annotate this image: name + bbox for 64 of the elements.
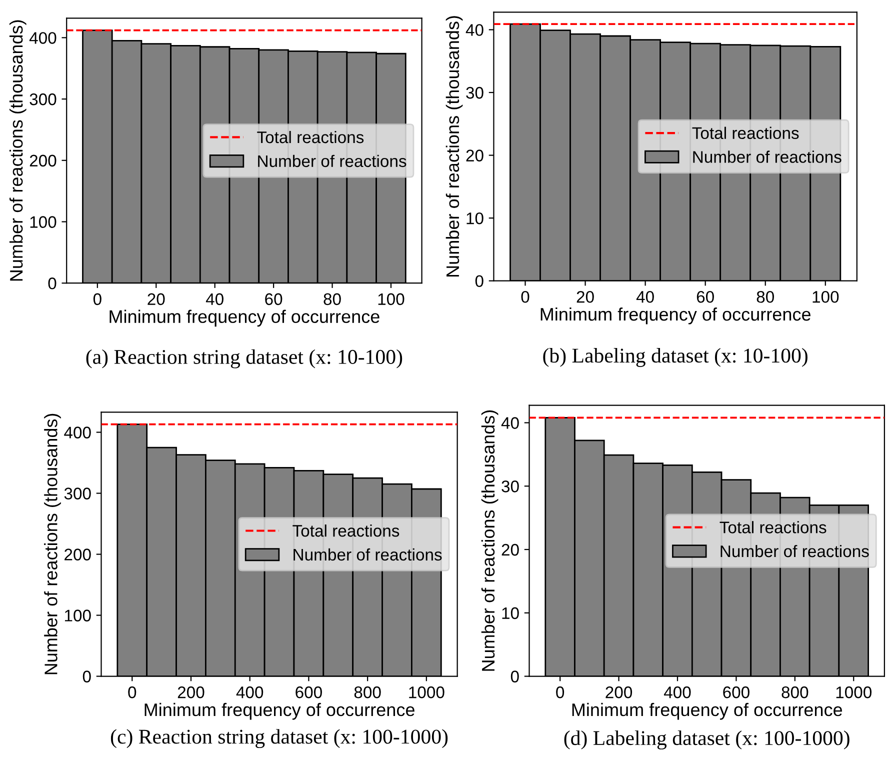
x-tick-label: 20 xyxy=(576,290,594,303)
x-tick-label: 40 xyxy=(636,290,654,303)
legend-label: Total reactions xyxy=(292,524,400,537)
x-tick-label: 20 xyxy=(148,293,165,306)
y-axis-title: Number of reactions (thousands) xyxy=(9,20,26,281)
y-tick-label: 0 xyxy=(48,278,56,290)
y-tick-label: 400 xyxy=(64,426,91,438)
y-axis-title: Number of reactions (thousands) xyxy=(481,410,498,671)
text: (c) Reaction string dataset (x: 100-1000) xyxy=(110,729,448,748)
x-tick-label: 0 xyxy=(521,290,530,303)
x-tick-label: 800 xyxy=(782,686,808,698)
x-tick-label: 60 xyxy=(696,290,714,303)
y-tick-label: 0 xyxy=(82,670,91,682)
x-tick-label: 80 xyxy=(756,290,774,303)
text: (a) Reaction string dataset (x: 10-100) xyxy=(86,349,402,368)
x-axis-title: Minimum frequency of occurrence xyxy=(110,310,380,327)
x-tick-label: 800 xyxy=(354,686,381,698)
x-tick-label: 600 xyxy=(723,686,750,698)
x-tick-label: 40 xyxy=(206,293,224,306)
x-tick-label: 0 xyxy=(128,686,136,698)
y-tick-label: 30 xyxy=(502,480,519,492)
y-tick-label: 10 xyxy=(466,212,484,224)
x-tick-label: 0 xyxy=(93,293,102,306)
y-tick-label: 0 xyxy=(475,275,484,288)
y-tick-label: 10 xyxy=(502,607,519,620)
x-axis-title: Minimum frequency of occurrence xyxy=(540,307,811,324)
y-axis-title: Number of reactions (thousands) xyxy=(446,16,463,276)
y-tick-label: 200 xyxy=(30,154,56,167)
legend-label: Number of reactions xyxy=(693,150,842,163)
legend-label: Number of reactions xyxy=(294,548,442,561)
x-tick-label: 100 xyxy=(812,290,839,303)
y-tick-label: 40 xyxy=(501,417,519,429)
y-tick-label: 100 xyxy=(30,216,56,228)
y-tick-label: 300 xyxy=(30,93,56,106)
x-tick-label: 80 xyxy=(324,293,341,306)
text: (d) Labeling dataset (x: 100-1000) xyxy=(564,730,850,750)
legend-label: Total reactions xyxy=(257,130,364,144)
x-axis-title: Minimum frequency of occurrence xyxy=(144,702,414,720)
x-tick-label: 1000 xyxy=(409,686,444,698)
y-tick-label: 40 xyxy=(466,24,484,36)
y-tick-label: 200 xyxy=(64,548,91,560)
y-tick-label: 300 xyxy=(64,488,91,500)
x-tick-label: 600 xyxy=(296,686,322,698)
x-tick-label: 0 xyxy=(556,686,564,698)
legend-label: Total reactions xyxy=(692,126,799,140)
x-tick-label: 400 xyxy=(236,686,264,698)
y-axis-title: Number of reactions (thousands) xyxy=(44,414,61,674)
y-tick-label: 400 xyxy=(29,32,56,44)
x-tick-label: 200 xyxy=(606,686,632,698)
x-tick-label: 60 xyxy=(265,293,282,306)
y-tick-label: 30 xyxy=(466,86,484,99)
x-tick-label: 1000 xyxy=(836,686,872,698)
y-tick-label: 0 xyxy=(510,670,519,682)
legend-label: Number of reactions xyxy=(258,154,406,168)
y-tick-label: 20 xyxy=(502,544,519,556)
text: (b) Labeling dataset (x: 10-100) xyxy=(543,348,808,367)
x-axis-title: Minimum frequency of occurrence xyxy=(572,702,842,720)
x-tick-label: 400 xyxy=(664,686,691,698)
y-tick-label: 100 xyxy=(64,610,91,622)
y-tick-label: 20 xyxy=(466,150,484,162)
x-tick-label: 100 xyxy=(378,293,404,306)
legend-label: Number of reactions xyxy=(720,544,869,558)
legend-label: Total reactions xyxy=(720,521,826,534)
x-tick-label: 200 xyxy=(178,686,204,698)
